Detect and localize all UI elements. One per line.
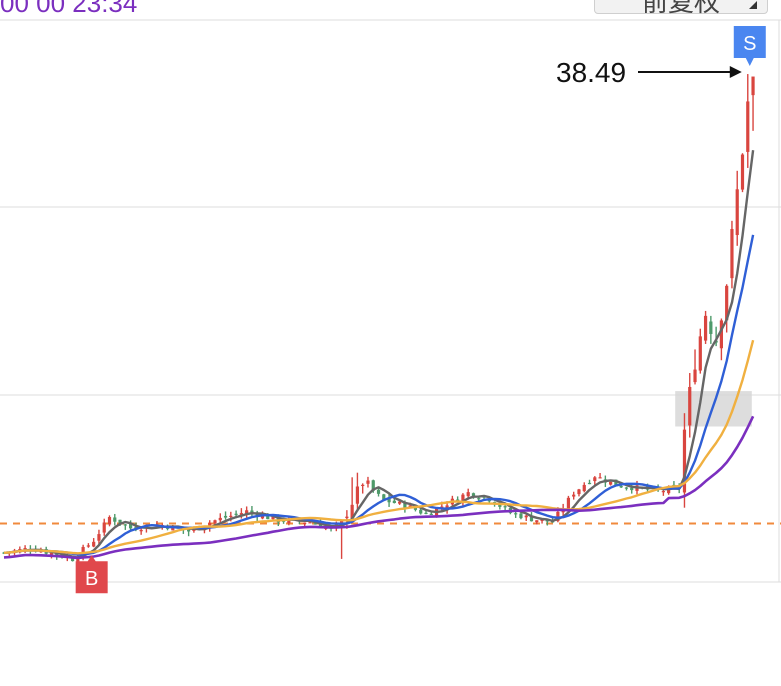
candle (698, 328, 702, 374)
candle (102, 518, 106, 536)
ma5-line (3, 150, 755, 559)
candle (682, 413, 687, 508)
candle (223, 511, 228, 520)
candle (350, 477, 354, 520)
candle (582, 482, 586, 493)
dropdown-corner-icon (749, 1, 757, 9)
sell-marker-label: S (743, 33, 756, 55)
candle (250, 506, 254, 517)
candle (113, 513, 117, 526)
max-price-annotation: 38.49 (556, 57, 742, 88)
markers-layer: B S 38.49 (75, 26, 766, 594)
candle (709, 315, 713, 344)
candle (572, 491, 576, 500)
candle (740, 153, 745, 193)
buy-marker-label: B (85, 568, 98, 590)
candle (376, 487, 381, 497)
candle (361, 483, 365, 494)
candle (735, 170, 739, 246)
candle (703, 310, 708, 344)
candle (593, 476, 597, 485)
candle (751, 76, 755, 131)
sell-marker: S (733, 26, 766, 67)
candle (693, 349, 697, 385)
candle (503, 504, 507, 511)
grid-layer (0, 19, 781, 583)
candle (107, 515, 112, 527)
candle (123, 523, 127, 530)
candle (355, 472, 360, 512)
candle (688, 373, 692, 438)
price-adjust-dropdown[interactable]: 前复权 (594, 0, 768, 17)
buy-marker: B (75, 555, 108, 594)
candle (725, 284, 729, 333)
candle (535, 520, 539, 525)
candle (387, 494, 391, 507)
candle (392, 498, 396, 504)
max-price-label: 38.49 (556, 57, 626, 88)
candle (86, 543, 90, 548)
candle (587, 479, 592, 485)
candle (661, 489, 665, 496)
candle (245, 506, 249, 518)
candle (218, 513, 222, 524)
candle (624, 487, 629, 491)
moving-average-layer (3, 150, 755, 560)
candle (92, 538, 96, 548)
candle (730, 220, 734, 289)
candle (609, 481, 613, 486)
ma20-line (3, 339, 755, 555)
price-adjust-label: 前复权 (641, 0, 720, 17)
ma60-line (3, 415, 755, 560)
candle (719, 318, 723, 361)
candle (746, 74, 750, 168)
candles-layer (2, 74, 755, 565)
candle (97, 529, 101, 546)
candle (524, 514, 528, 522)
candle (598, 473, 602, 479)
ma10-line (3, 234, 755, 556)
candle (366, 476, 370, 488)
candle (461, 493, 465, 507)
candle (577, 488, 581, 497)
